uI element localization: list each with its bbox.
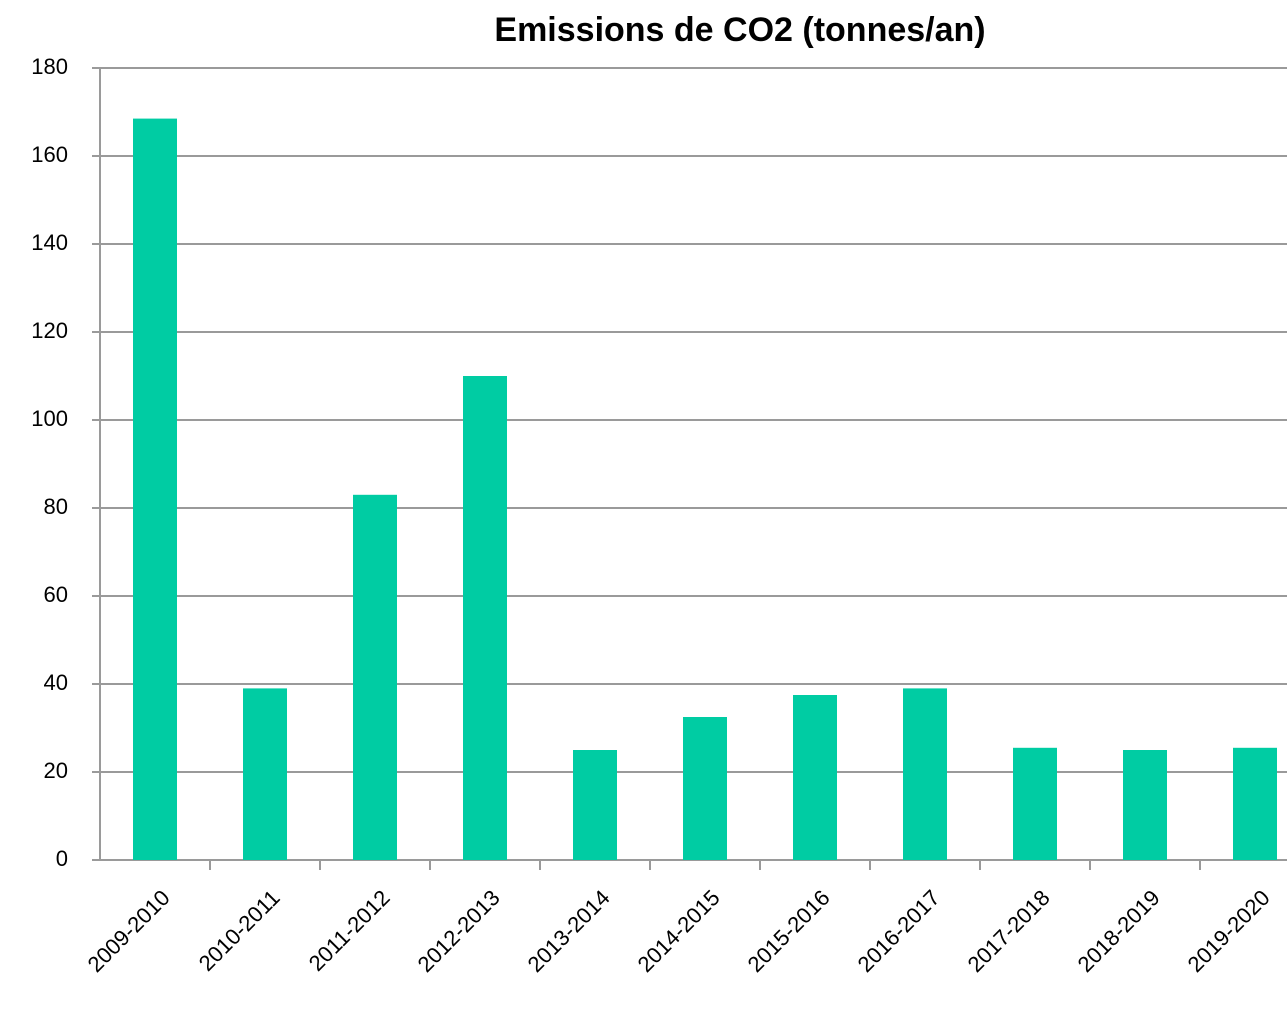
bar xyxy=(1123,750,1167,860)
y-tick-label: 0 xyxy=(56,846,68,871)
bar xyxy=(793,695,837,860)
x-tick-label: 2017-2018 xyxy=(963,885,1055,977)
y-tick-label: 180 xyxy=(31,54,68,79)
x-tick-label: 2012-2013 xyxy=(413,885,505,977)
chart-title: Emissions de CO2 (tonnes/an) xyxy=(494,11,985,49)
y-tick-label: 40 xyxy=(44,670,68,695)
bar xyxy=(573,750,617,860)
bar xyxy=(683,717,727,860)
y-tick-label: 100 xyxy=(31,406,68,431)
y-tick-label: 120 xyxy=(31,318,68,343)
x-tick-label: 2016-2017 xyxy=(853,885,945,977)
x-tick-label: 2018-2019 xyxy=(1073,885,1165,977)
x-tick-label: 2010-2011 xyxy=(194,885,285,976)
y-tick-label: 20 xyxy=(44,758,68,783)
bar xyxy=(903,688,947,860)
bar xyxy=(463,376,507,860)
bar xyxy=(243,688,287,860)
x-tick-label: 2011-2012 xyxy=(304,885,395,976)
x-tick-label: 2013-2014 xyxy=(523,885,615,977)
bar xyxy=(133,118,177,861)
y-tick-label: 80 xyxy=(44,494,68,519)
bar xyxy=(1233,747,1277,860)
y-tick-label: 60 xyxy=(44,582,68,607)
bar xyxy=(353,494,397,860)
bar xyxy=(1013,747,1057,860)
y-tick-label: 160 xyxy=(31,142,68,167)
y-tick-label: 140 xyxy=(31,230,68,255)
x-tick-label: 2009-2010 xyxy=(83,885,175,977)
x-tick-label: 2014-2015 xyxy=(633,885,725,977)
x-tick-label: 2015-2016 xyxy=(743,885,835,977)
x-tick-label: 2019-2020 xyxy=(1183,885,1275,977)
